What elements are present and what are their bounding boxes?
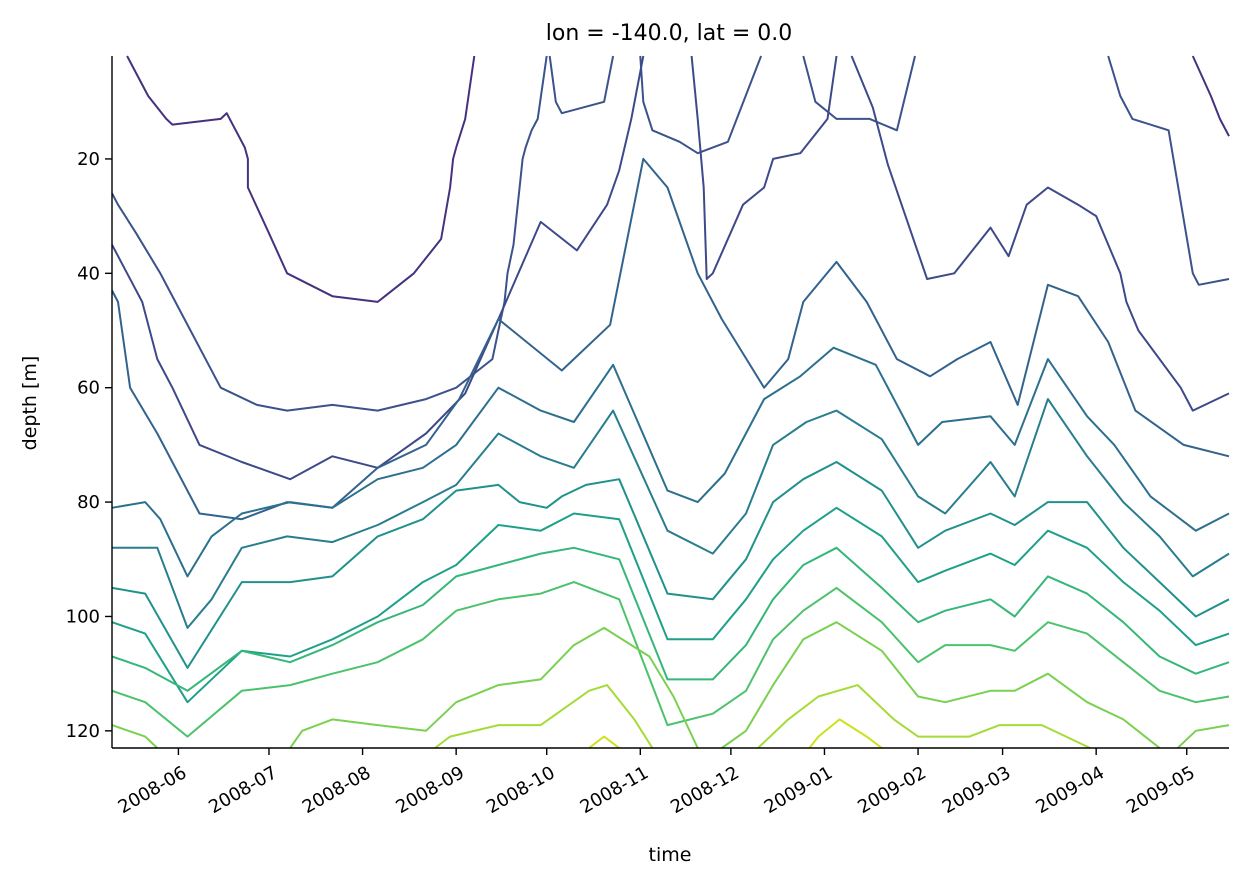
contour-line-23 [588, 735, 620, 749]
contour-line-10 [111, 157, 1230, 521]
contour-line-5 [802, 55, 916, 132]
contour-line-1 [1191, 55, 1230, 137]
chart-title: lon = -140.0, lat = 0.0 [546, 21, 792, 46]
y-tick-label: 80 [77, 492, 100, 513]
x-tick-label: 2009-05 [1123, 762, 1199, 818]
contour-line-9 [850, 55, 1230, 412]
x-tick-label: 2009-04 [1032, 762, 1108, 818]
contour-line-22 [757, 684, 1091, 749]
y-tick-label: 40 [77, 263, 100, 284]
x-tick-label: 2008-06 [115, 762, 191, 818]
contour-line-15 [111, 546, 1230, 692]
contour-line-0 [126, 55, 476, 303]
x-axis-title: time [649, 844, 692, 866]
x-tick-label: 2008-10 [483, 762, 559, 818]
x-tick-label: 2009-01 [761, 762, 837, 818]
x-tick-label: 2009-02 [854, 762, 930, 818]
contour-line-4 [639, 55, 763, 155]
x-tick-label: 2008-12 [667, 762, 743, 818]
contour-line-14 [111, 506, 1230, 704]
contour-line-2 [111, 55, 548, 412]
contour-line-12 [112, 398, 1230, 629]
x-axis-ticks: 2008-06 2008-07 2008-08 2008-09 2008-10 2008-… [115, 748, 1199, 818]
contour-line-13 [111, 461, 1230, 669]
y-axis-ticks: 20 40 60 80 100 120 [66, 149, 112, 742]
contour-line-20 [1177, 724, 1230, 749]
contour-line-11 [111, 346, 1230, 578]
contour-line-21 [434, 684, 654, 749]
contour-line-19 [721, 621, 1161, 749]
contour-line-3 [548, 55, 615, 115]
contour-line-17 [111, 724, 158, 749]
y-tick-label: 120 [66, 721, 100, 742]
y-tick-label: 60 [77, 378, 100, 399]
y-tick-label: 20 [77, 149, 100, 170]
x-tick-label: 2009-03 [939, 762, 1015, 818]
y-axis-title: depth [m] [19, 356, 41, 451]
x-tick-label: 2008-08 [299, 762, 375, 818]
contour-line-18 [289, 626, 699, 749]
contour-line-24 [808, 718, 883, 749]
x-tick-label: 2008-11 [577, 762, 653, 818]
y-tick-label: 100 [66, 606, 100, 627]
contour-line-6 [1107, 55, 1230, 286]
x-tick-label: 2008-09 [392, 762, 468, 818]
contour-line-16 [111, 581, 1230, 738]
x-tick-label: 2008-07 [205, 762, 281, 818]
contour-lines [111, 55, 1230, 749]
contour-line-7 [111, 55, 645, 481]
contour-line-8 [690, 55, 838, 280]
